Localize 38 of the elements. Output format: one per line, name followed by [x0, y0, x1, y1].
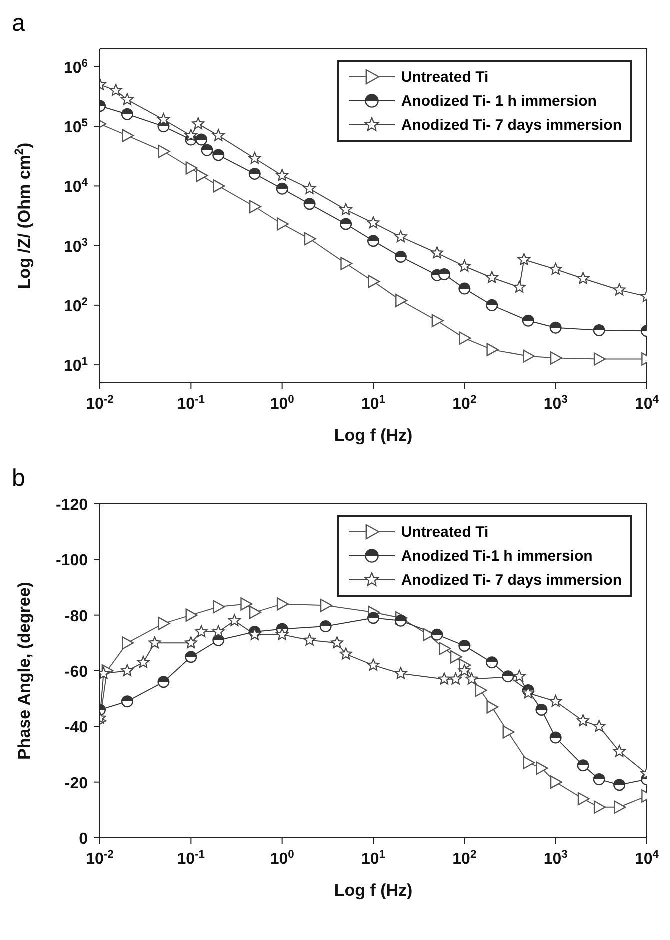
legend-label: Untreated Ti: [401, 68, 489, 86]
x-axis-title: Log f (Hz): [334, 881, 413, 900]
y-tick-label: 10$^{3}$: [64, 236, 88, 256]
y-tick-label: -20: [64, 775, 88, 792]
x-tick-label: 10$^{4}$: [634, 394, 660, 413]
x-tick-label: 10$^{-1}$: [177, 849, 206, 868]
x-tick-label: 10$^{0}$: [270, 394, 294, 413]
y-tick-label: 10$^{1}$: [64, 356, 88, 376]
x-tick-label: 10$^{2}$: [452, 849, 477, 868]
legend-label: Anodized Ti- 7 days immersion: [401, 116, 622, 134]
legend-label: Anodized Ti- 1 h immersion: [401, 92, 597, 110]
x-tick-label: 10$^{4}$: [634, 849, 660, 868]
y-tick-label: 10$^{5}$: [64, 118, 88, 137]
legend-label: Untreated Ti: [401, 524, 489, 540]
y-tick-label: -60: [64, 664, 88, 681]
x-tick-label: 10$^{1}$: [361, 394, 386, 413]
x-tick-label: 10$^{-1}$: [177, 394, 206, 413]
y-tick-label: -80: [64, 608, 88, 626]
y-tick-label: -100: [56, 552, 88, 570]
x-axis-title: Log f (Hz): [334, 426, 413, 445]
x-tick-label: 10$^{3}$: [544, 849, 568, 868]
x-tick-label: 10$^{0}$: [270, 849, 294, 868]
x-tick-label: 10$^{3}$: [544, 394, 568, 413]
y-tick-label: 10$^{2}$: [64, 296, 88, 316]
y-tick-label: 10$^{4}$: [64, 177, 89, 196]
x-tick-label: 10$^{2}$: [452, 394, 477, 413]
x-tick-label: 10$^{1}$: [361, 849, 386, 868]
chart-title: a: [12, 10, 26, 37]
y-tick-label: -120: [56, 497, 88, 514]
y-tick-label: 0: [79, 831, 88, 848]
legend-label: Anodized Ti-1 h immersion: [401, 548, 593, 564]
y-tick-label: -40: [64, 720, 88, 737]
y-tick-label: 10$^{6}$: [64, 58, 88, 77]
chart-title: b: [12, 465, 26, 492]
x-tick-label: 10$^{-2}$: [86, 849, 114, 868]
legend-label: Anodized Ti- 7 days immersion: [401, 572, 622, 588]
y-axis-title: Phase Angle, (degree): [15, 582, 34, 760]
x-tick-label: 10$^{-2}$: [86, 394, 114, 413]
